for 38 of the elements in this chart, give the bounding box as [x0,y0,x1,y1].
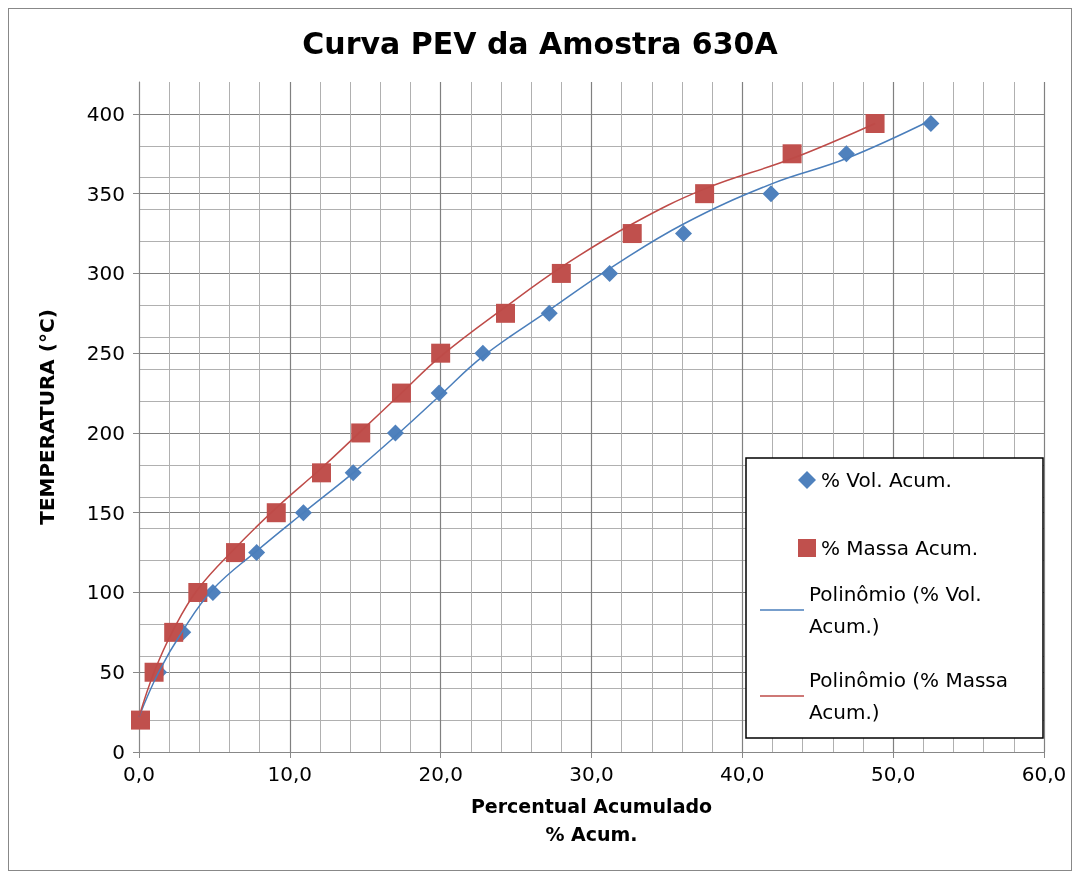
point [131,710,151,730]
point [675,225,693,243]
x-axis-title: Percentual Acumulado % Acum. [470,795,713,845]
y-tick-label: 400 [86,101,125,126]
legend-label: Polinômio (% Vol. Acum.) [809,582,989,638]
point [865,113,885,133]
x-tick-label: 10,0 [267,762,313,786]
x-tick-label: 0,0 [123,762,155,786]
x-tick-label: 60,0 [1021,762,1067,786]
x-tick-label: 30,0 [569,762,614,786]
x-tick-label: 20,0 [418,762,463,786]
point [837,145,855,163]
point [551,263,571,283]
x-tick-label: 40,0 [720,762,765,786]
point [762,185,780,203]
y-tick-label: 50 [99,660,125,685]
point [622,224,642,244]
point [496,303,516,323]
point [431,343,451,363]
point [695,184,715,204]
y-tick-label: 100 [86,580,125,605]
legend-label: % Vol. Acum. [821,468,952,492]
y-tick-label: 0 [112,740,125,764]
point [226,543,246,563]
point [266,503,286,523]
legend-label: % Massa Acum. [821,536,979,560]
point [922,114,940,132]
y-tick-label: 150 [86,500,125,525]
y-axis-title: TEMPERATURA (°C) [35,309,59,525]
point [312,463,332,483]
y-tick-label: 350 [86,181,125,206]
y-tick-label: 200 [86,420,125,445]
legend-label: Polinômio (% Massa Acum.) [809,668,1015,724]
y-tick-label: 250 [86,341,125,366]
point [782,144,802,164]
x-tick-label: 50,0 [870,762,916,786]
y-tick-label: 300 [86,261,125,286]
chart-title: Curva PEV da Amostra 630A [302,25,779,61]
